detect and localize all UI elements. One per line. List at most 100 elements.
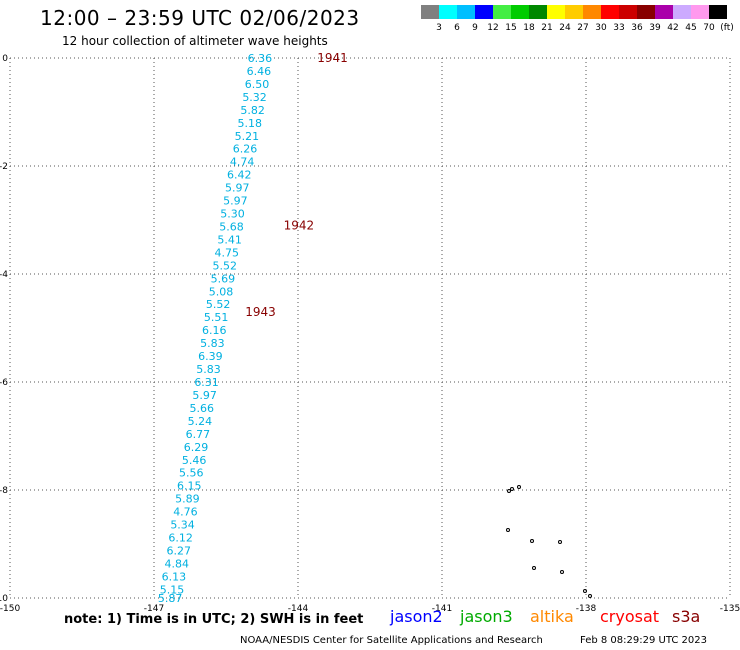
page-subtitle: 12 hour collection of altimeter wave hei… xyxy=(62,34,328,48)
swh-value-label: 5.83 xyxy=(200,337,225,350)
color-scale-label: 27 xyxy=(577,23,589,33)
color-scale-label: 42 xyxy=(667,23,679,33)
page-title: 12:00 – 23:59 UTC 02/06/2023 xyxy=(40,6,360,30)
legend-item-jason3: jason3 xyxy=(460,607,513,626)
swh-value-label: 5.30 xyxy=(220,208,245,221)
y-tick-label: 0 xyxy=(2,54,8,64)
time-label: 1941 xyxy=(317,51,348,65)
swh-value-label: 4.84 xyxy=(165,557,190,570)
swh-value-label: 6.26 xyxy=(233,143,258,156)
swh-value-label: 6.15 xyxy=(177,480,202,493)
color-scale-label: 9 xyxy=(472,23,478,33)
color-scale-label: 21 xyxy=(541,23,553,33)
color-scale-swatch xyxy=(655,5,673,19)
swh-value-label: 5.68 xyxy=(219,220,244,233)
swh-value-label: 5.56 xyxy=(179,467,204,480)
x-tick-label: -144 xyxy=(288,604,309,614)
swh-value-label: 5.32 xyxy=(242,91,267,104)
note-text: note: 1) Time is in UTC; 2) SWH is in fe… xyxy=(64,612,364,627)
swh-value-label: 5.97 xyxy=(192,389,217,402)
color-scale-swatch xyxy=(691,5,709,19)
credit-date: Feb 8 08:29:29 UTC 2023 xyxy=(580,635,707,646)
swh-value-label: 5.97 xyxy=(225,182,250,195)
swh-value-label: 6.13 xyxy=(162,570,187,583)
swh-value-label: 5.82 xyxy=(240,104,265,117)
swh-value-label: 5.08 xyxy=(209,285,234,298)
swh-value-label: 5.52 xyxy=(206,298,231,311)
island-outline xyxy=(560,570,564,574)
color-scale-swatch xyxy=(709,5,727,19)
island-outline xyxy=(588,594,592,598)
y-tick-label: -10 xyxy=(0,594,8,604)
time-label: 1943 xyxy=(245,305,276,319)
island-outline xyxy=(558,540,562,544)
swh-value-label: 5.89 xyxy=(175,493,200,506)
island-outline xyxy=(517,485,521,489)
x-tick-label: -147 xyxy=(144,604,164,614)
swh-value-label: 5.97 xyxy=(223,195,248,208)
color-scale-label: 45 xyxy=(685,23,697,33)
color-scale-swatch xyxy=(511,5,529,19)
island-outline xyxy=(530,539,534,543)
swh-value-label: 4.74 xyxy=(230,156,255,169)
color-scale-swatch xyxy=(529,5,547,19)
x-tick-label: -150 xyxy=(0,604,20,614)
color-scale-swatch xyxy=(619,5,637,19)
swh-value-label: 6.27 xyxy=(166,544,191,557)
swh-value-label: 6.36 xyxy=(248,52,273,65)
swh-value-label: 5.46 xyxy=(182,454,207,467)
color-scale-swatch xyxy=(565,5,583,19)
swh-value-label: 6.77 xyxy=(186,428,211,441)
color-scale-label: 36 xyxy=(631,23,643,33)
island-outline xyxy=(510,487,514,491)
color-scale-swatch xyxy=(673,5,691,19)
color-scale-label: 33 xyxy=(613,23,625,33)
x-tick-label: -138 xyxy=(576,604,597,614)
color-scale-label: 70 xyxy=(703,23,715,33)
swh-value-label: 4.76 xyxy=(173,506,198,519)
swh-value-label: 6.50 xyxy=(245,78,270,91)
color-scale-label: 39 xyxy=(649,23,661,33)
color-scale-swatch xyxy=(637,5,655,19)
y-tick-label: -2 xyxy=(0,162,8,172)
legend-item-jason2: jason2 xyxy=(390,607,443,626)
color-scale-label: 24 xyxy=(559,23,571,33)
island-outline xyxy=(583,589,587,593)
swh-value-label: 5.69 xyxy=(211,272,236,285)
credit-text: NOAA/NESDIS Center for Satellite Applica… xyxy=(240,635,543,646)
swh-value-label: 6.29 xyxy=(184,441,209,454)
color-scale-swatch xyxy=(475,5,493,19)
swh-value-label: 4.75 xyxy=(214,246,239,259)
swh-value-label: 5.15 xyxy=(160,583,185,596)
swh-value-label: 5.51 xyxy=(204,311,229,324)
swh-value-label: 5.34 xyxy=(170,519,195,532)
y-tick-label: -6 xyxy=(0,378,8,388)
swh-value-label: 5.66 xyxy=(190,402,215,415)
color-scale-swatch xyxy=(439,5,457,19)
color-scale-swatch xyxy=(421,5,439,19)
legend-item-altika: altika xyxy=(530,607,574,626)
color-scale-label: 6 xyxy=(454,23,460,33)
swh-value-label: 5.87 xyxy=(158,592,183,605)
swh-value-label: 5.52 xyxy=(213,259,238,272)
y-tick-label: -8 xyxy=(0,486,8,496)
color-scale-label: 18 xyxy=(523,23,535,33)
swh-value-label: 6.39 xyxy=(198,350,223,363)
swh-value-label: 6.16 xyxy=(202,324,227,337)
swh-value-label: 5.21 xyxy=(235,130,260,143)
swh-value-label: 6.12 xyxy=(168,532,193,545)
color-scale-swatch xyxy=(601,5,619,19)
swh-value-label: 5.83 xyxy=(196,363,221,376)
swh-value-label: 6.46 xyxy=(247,65,272,78)
island-outline xyxy=(506,528,510,532)
y-tick-label: -4 xyxy=(0,270,8,280)
x-tick-label: -135 xyxy=(720,604,740,614)
legend-item-cryosat: cryosat xyxy=(600,607,660,626)
swh-value-label: 6.31 xyxy=(194,376,219,389)
swh-value-label: 5.24 xyxy=(188,415,213,428)
color-scale-swatch xyxy=(583,5,601,19)
legend-item-s3a: s3a xyxy=(672,607,701,626)
color-scale-label: (ft) xyxy=(720,23,734,33)
time-label: 1942 xyxy=(284,218,315,232)
